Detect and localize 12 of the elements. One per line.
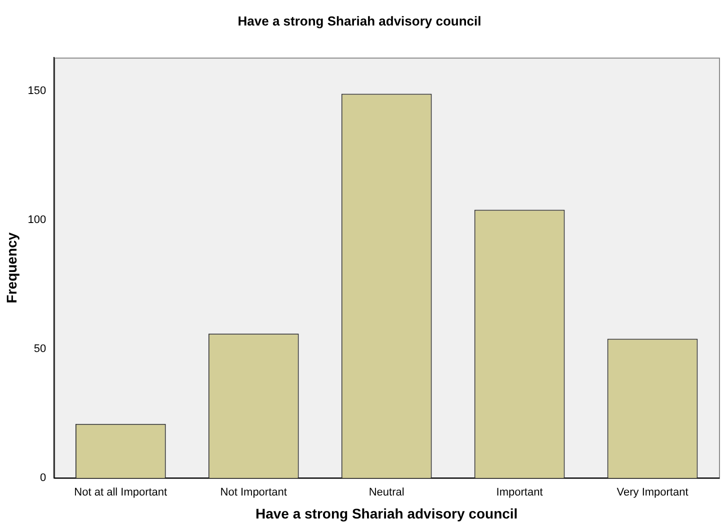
x-tick-label: Neutral [368,486,404,499]
x-axis-title: Have a strong Shariah advisory council [255,505,518,522]
y-tick-label: 50 [34,343,46,356]
x-tick-label: Very Important [616,486,688,499]
x-tick-label: Important [496,486,543,499]
x-tick-label: Not at all Important [74,486,168,499]
y-tick-label: 150 [28,85,46,98]
x-tick-label: Not Important [220,486,287,499]
y-tick-label: 100 [28,214,46,226]
y-axis-title: Frequency [3,232,20,304]
chart-title: Have a strong Shariah advisory council [238,13,482,28]
y-tick-label: 0 [40,472,46,484]
